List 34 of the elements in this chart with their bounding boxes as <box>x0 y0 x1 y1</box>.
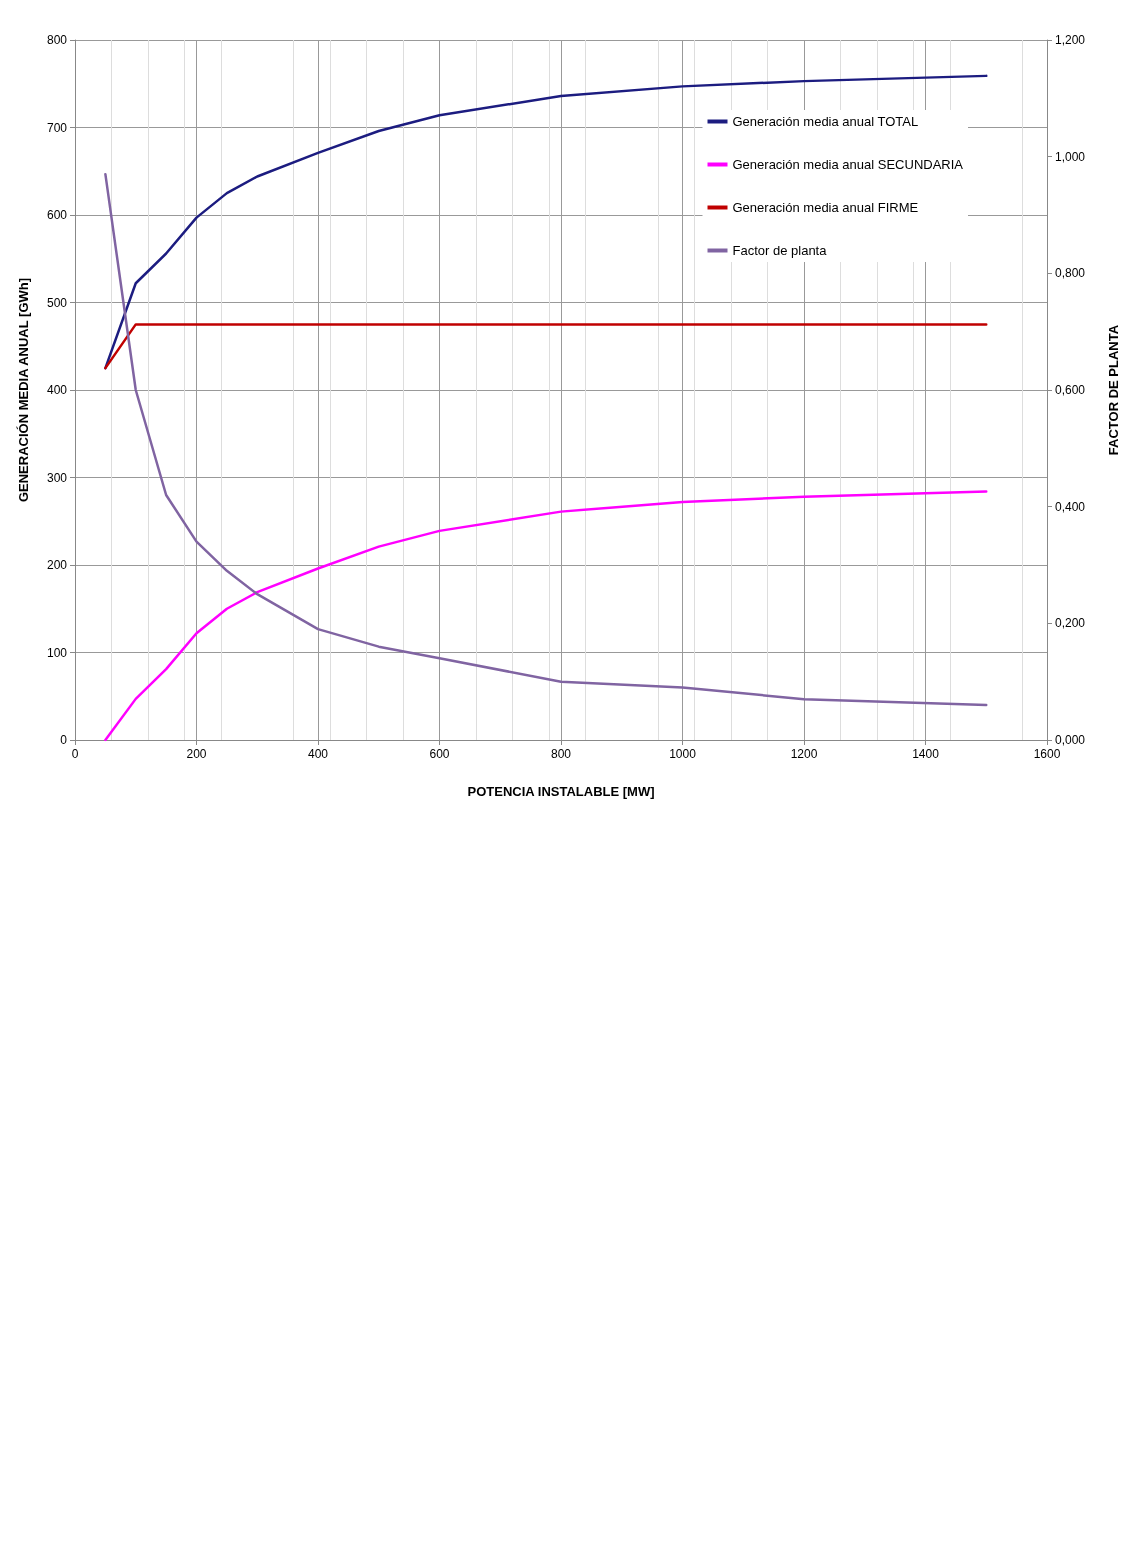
y2-axis-title: FACTOR DE PLANTA <box>1106 324 1121 456</box>
legend-label: Generación media anual SECUNDARIA <box>732 157 964 172</box>
y2-tick-label: 0,800 <box>1055 266 1086 281</box>
x-tick-label: 0 <box>71 747 79 761</box>
line-series <box>104 490 988 742</box>
y-tick-label: 500 <box>46 295 68 310</box>
x-tick-label: 400 <box>307 747 329 761</box>
x-axis-title: POTENCIA INSTALABLE [MW] <box>467 784 655 799</box>
x-tick-label: 1000 <box>669 747 697 761</box>
y-tick-label: 800 <box>46 33 68 47</box>
legend-label: Generación media anual FIRME <box>732 200 919 215</box>
y2-tick-label: 1,000 <box>1055 149 1086 164</box>
x-tick-label: 1400 <box>912 747 940 761</box>
y-tick-label: 700 <box>46 120 68 135</box>
y-tick-label: 200 <box>46 558 68 572</box>
y2-tick-label: 0,000 <box>1055 733 1086 747</box>
x-tick-label: 800 <box>550 747 572 761</box>
x-tick-label: 1600 <box>1033 747 1061 761</box>
y-tick-label: 400 <box>46 383 68 397</box>
y-tick-label: 100 <box>46 645 68 660</box>
x-tick-label: 1200 <box>790 747 818 761</box>
y2-tick-label: 0,200 <box>1055 616 1086 631</box>
y-tick-label: 300 <box>46 470 68 485</box>
y-axis-title: GENERACIÓN MEDIA ANUAL [GWh] <box>16 277 31 503</box>
y2-tick-label: 1,200 <box>1055 33 1086 47</box>
y2-tick-label: 0,600 <box>1055 383 1086 397</box>
x-tick-label: 200 <box>186 747 207 761</box>
legend-label: Generación media anual TOTAL <box>732 114 919 129</box>
line-series <box>104 172 988 707</box>
legend-label: Factor de planta <box>732 243 828 258</box>
y-tick-label: 0 <box>60 733 68 747</box>
y-tick-label: 600 <box>46 208 68 222</box>
y2-tick-label: 0,400 <box>1055 499 1086 514</box>
x-tick-label: 600 <box>429 747 450 761</box>
